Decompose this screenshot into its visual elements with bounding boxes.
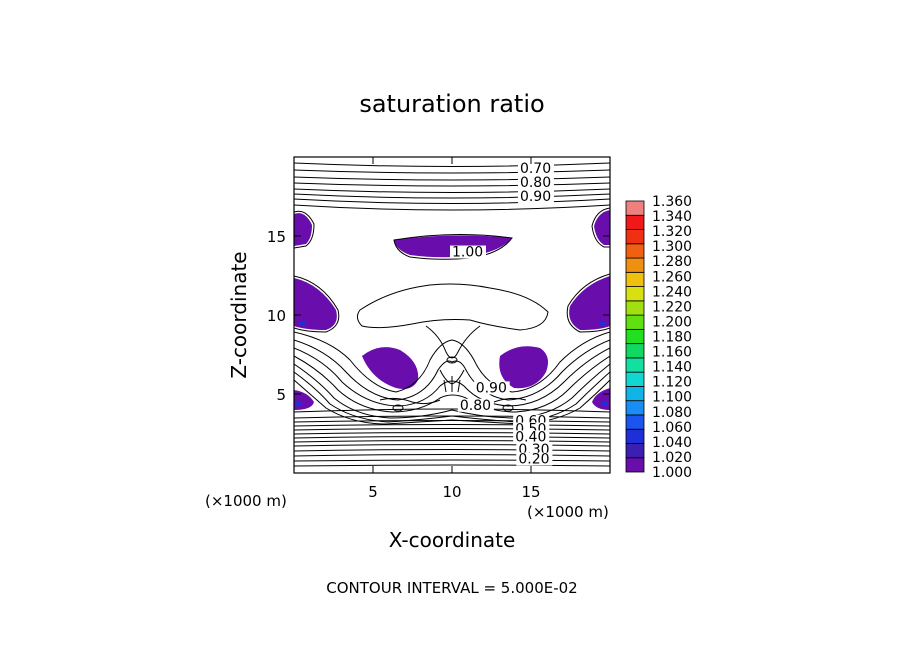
contour-label: 0.20 <box>518 452 549 468</box>
colorbar-label: 1.100 <box>652 390 692 406</box>
colorbar-swatch <box>625 357 645 373</box>
contour-label-bg <box>516 452 553 466</box>
region-right-mid <box>569 276 610 330</box>
colorbar-label: 1.160 <box>652 345 692 361</box>
region-left-low <box>294 390 314 410</box>
colorbar-swatch <box>625 443 645 459</box>
colorbar-swatch <box>625 457 645 473</box>
y-tick-label: 5 <box>276 386 286 404</box>
colorbar-swatch <box>625 286 645 302</box>
colorbar-swatch <box>625 200 645 216</box>
colorbar-label: 1.080 <box>652 405 692 421</box>
colorbar-label: 1.340 <box>652 209 692 225</box>
region-center-left <box>362 347 419 389</box>
contour-labels: 0.700.800.901.000.900.800.600.500.400.30… <box>450 161 554 468</box>
region-center-right <box>499 346 548 389</box>
y-axis-label: Z-coordinate <box>227 251 251 378</box>
colorbar-swatch <box>625 328 645 345</box>
colorbar-label: 1.140 <box>652 360 692 376</box>
x-axis-unit: (×1000 m) <box>205 492 287 510</box>
colorbar-label: 1.060 <box>652 420 692 436</box>
x-tick-label: 15 <box>521 483 540 501</box>
colorbar-label: 1.260 <box>652 269 692 285</box>
colorbar-swatch <box>625 428 645 444</box>
colorbar-swatch <box>625 400 645 416</box>
contour-label-bg <box>517 176 554 190</box>
contour-label: 0.80 <box>520 175 551 191</box>
contour-label: 0.80 <box>460 398 491 414</box>
x-ticks: 5 10 15 <box>368 157 541 501</box>
contour-label-bg <box>513 430 550 444</box>
x-tick-label: 10 <box>442 483 461 501</box>
region-left-top <box>294 213 312 246</box>
contour-label: 0.70 <box>520 161 551 177</box>
contour-label-bg <box>517 190 554 204</box>
contour-interval-note: CONTOUR INTERVAL = 5.000E-02 <box>326 579 577 597</box>
contour-label-bg <box>457 398 494 412</box>
colorbar-label: 1.040 <box>652 435 692 451</box>
contour-label: 0.90 <box>476 380 507 396</box>
plot-area: 0.700.800.901.000.900.800.600.500.400.30… <box>267 156 611 501</box>
colorbar-swatch <box>625 300 645 316</box>
colorbar-label: 1.200 <box>652 314 692 330</box>
colorbar-swatch <box>625 243 645 259</box>
contour-label-bg <box>517 161 554 175</box>
colorbar: 1.0001.0201.0401.0601.0801.1001.1201.140… <box>625 194 692 481</box>
colorbar-swatch <box>625 371 645 387</box>
contour-label: 0.90 <box>520 189 551 205</box>
colorbar-swatch <box>625 214 645 230</box>
colorbar-label: 1.280 <box>652 254 692 270</box>
colorbar-swatch <box>625 414 645 430</box>
colorbar-label: 1.000 <box>652 465 692 481</box>
colorbar-swatch <box>625 314 645 330</box>
y-tick-label: 15 <box>267 228 286 246</box>
colorbar-label: 1.320 <box>652 224 692 240</box>
colorbar-swatch <box>625 271 645 287</box>
colorbar-label: 1.240 <box>652 284 692 300</box>
contour-label: 0.40 <box>515 429 546 445</box>
y-ticks: 5 10 15 <box>267 228 610 404</box>
colorbar-swatch <box>625 386 645 402</box>
y-axis-unit: (×1000 m) <box>527 503 609 521</box>
y-tick-label: 10 <box>267 307 286 325</box>
contour-label-bg <box>473 381 510 395</box>
x-tick-label: 5 <box>368 483 378 501</box>
chart-title: saturation ratio <box>359 90 544 118</box>
high-value-spots <box>296 322 608 406</box>
region-right-low <box>592 388 610 410</box>
colorbar-label: 1.300 <box>652 239 692 255</box>
colorbar-label: 1.020 <box>652 450 692 466</box>
colorbar-label: 1.360 <box>652 194 692 210</box>
contour-label: 1.00 <box>452 245 483 261</box>
region-left-mid <box>294 278 337 330</box>
colorbar-label: 1.180 <box>652 330 692 346</box>
colorbar-swatch <box>625 229 645 245</box>
colorbar-swatch <box>625 343 645 359</box>
colorbar-swatch <box>625 257 645 273</box>
colorbar-label: 1.120 <box>652 375 692 391</box>
contour-label-bg <box>450 245 486 259</box>
colorbar-label: 1.220 <box>652 299 692 315</box>
x-axis-label: X-coordinate <box>389 528 516 552</box>
contour-lines <box>294 162 610 467</box>
